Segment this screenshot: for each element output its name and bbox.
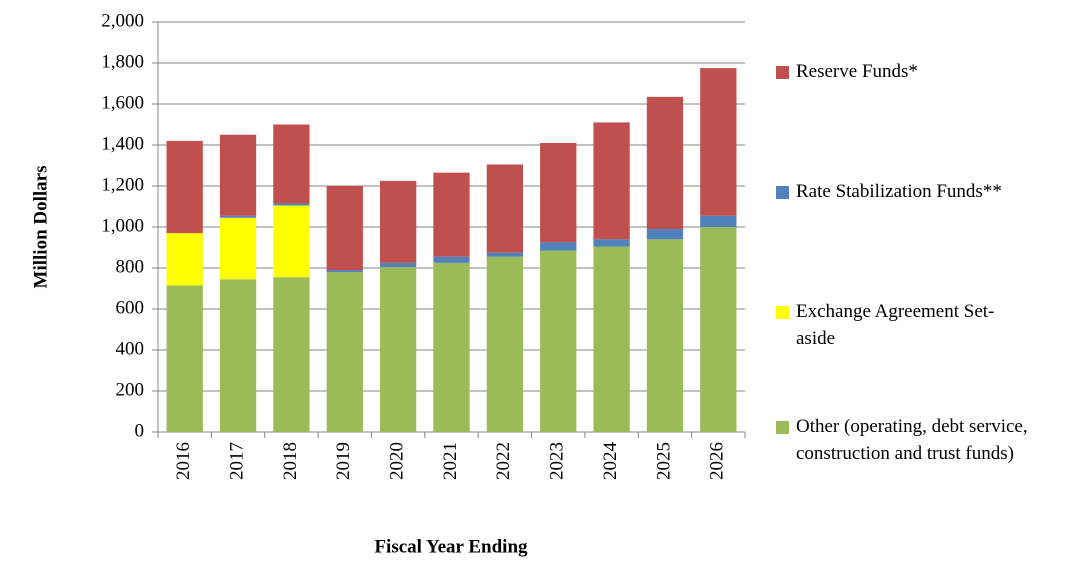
bar-segment <box>700 215 737 227</box>
bar-segment <box>593 246 630 432</box>
bar-segment <box>700 68 737 216</box>
x-tick-label: 2021 <box>440 442 461 480</box>
x-tick-label: 2025 <box>653 442 674 480</box>
bar-segment <box>166 140 203 234</box>
x-tick-label: 2019 <box>333 442 354 480</box>
bar-segment <box>326 272 363 432</box>
x-tick-label: 2022 <box>493 442 514 480</box>
legend-label: Reserve Funds* <box>796 61 918 82</box>
legend-label: Exchange Agreement Set-aside <box>796 301 995 349</box>
bar-segment <box>379 266 417 432</box>
legend-swatch <box>776 421 789 434</box>
bar-segment <box>166 285 203 432</box>
bar-segment <box>326 186 363 271</box>
y-tick-label: 1,200 <box>101 174 144 195</box>
bar-segment <box>326 270 363 273</box>
bar-segment <box>646 96 684 230</box>
y-tick-label: 1,400 <box>101 133 144 154</box>
bar-segment <box>433 172 470 257</box>
bar-segment <box>273 205 310 278</box>
bar-segment <box>219 279 257 432</box>
bar-segment <box>166 233 203 286</box>
y-tick-label: 200 <box>116 379 145 400</box>
bar-segment <box>540 242 577 251</box>
y-tick-label: 600 <box>116 297 145 318</box>
bar-segment <box>540 142 577 243</box>
y-tick-label: 400 <box>116 338 145 359</box>
bar-segment <box>486 164 524 253</box>
legend-label: Rate Stabilization Funds** <box>796 181 1002 202</box>
legend-item: Other (operating, debt service, construc… <box>776 413 1076 467</box>
bar-segment <box>219 217 257 280</box>
bar-segment <box>273 124 310 204</box>
x-tick-label: 2024 <box>600 442 621 481</box>
bar-segment <box>433 262 470 432</box>
legend-item: Reserve Funds* <box>776 58 1076 85</box>
bar-segment <box>219 215 257 218</box>
x-tick-label: 2016 <box>173 442 194 480</box>
bar-segment <box>486 252 524 257</box>
legend-item: Exchange Agreement Set-aside <box>776 298 1006 352</box>
legend-item: Rate Stabilization Funds** <box>776 178 1006 205</box>
y-tick-label: 0 <box>135 420 145 441</box>
bar-segment <box>700 227 737 432</box>
y-tick-label: 2,000 <box>101 10 144 31</box>
x-tick-label: 2017 <box>226 442 247 480</box>
legend-swatch <box>776 66 789 79</box>
bar-segment <box>593 239 630 247</box>
bar-segment <box>486 256 524 432</box>
x-tick-label: 2020 <box>386 442 407 480</box>
bar-segment <box>540 250 577 432</box>
y-tick-label: 1,000 <box>101 215 144 236</box>
bar-segment <box>646 239 684 432</box>
bar-segment <box>593 122 630 240</box>
bar-segment <box>379 262 417 267</box>
legend-swatch <box>776 186 789 199</box>
x-tick-label: 2018 <box>280 442 301 480</box>
bar-segment <box>379 180 417 263</box>
legend-label: Other (operating, debt service, construc… <box>796 416 1028 464</box>
y-tick-label: 1,800 <box>101 51 144 72</box>
bar-segment <box>219 134 257 216</box>
x-tick-label: 2023 <box>547 442 568 480</box>
y-tick-label: 1,600 <box>101 92 144 113</box>
y-tick-label: 800 <box>116 256 145 277</box>
y-axis-title: Million Dollars <box>30 166 51 289</box>
bar-segment <box>646 229 684 240</box>
x-axis-title: Fiscal Year Ending <box>374 536 528 557</box>
legend-swatch <box>776 306 789 319</box>
bar-segment <box>433 256 470 263</box>
x-tick-label: 2026 <box>707 442 728 480</box>
bar-segment <box>273 277 310 432</box>
bar-segment <box>273 203 310 206</box>
